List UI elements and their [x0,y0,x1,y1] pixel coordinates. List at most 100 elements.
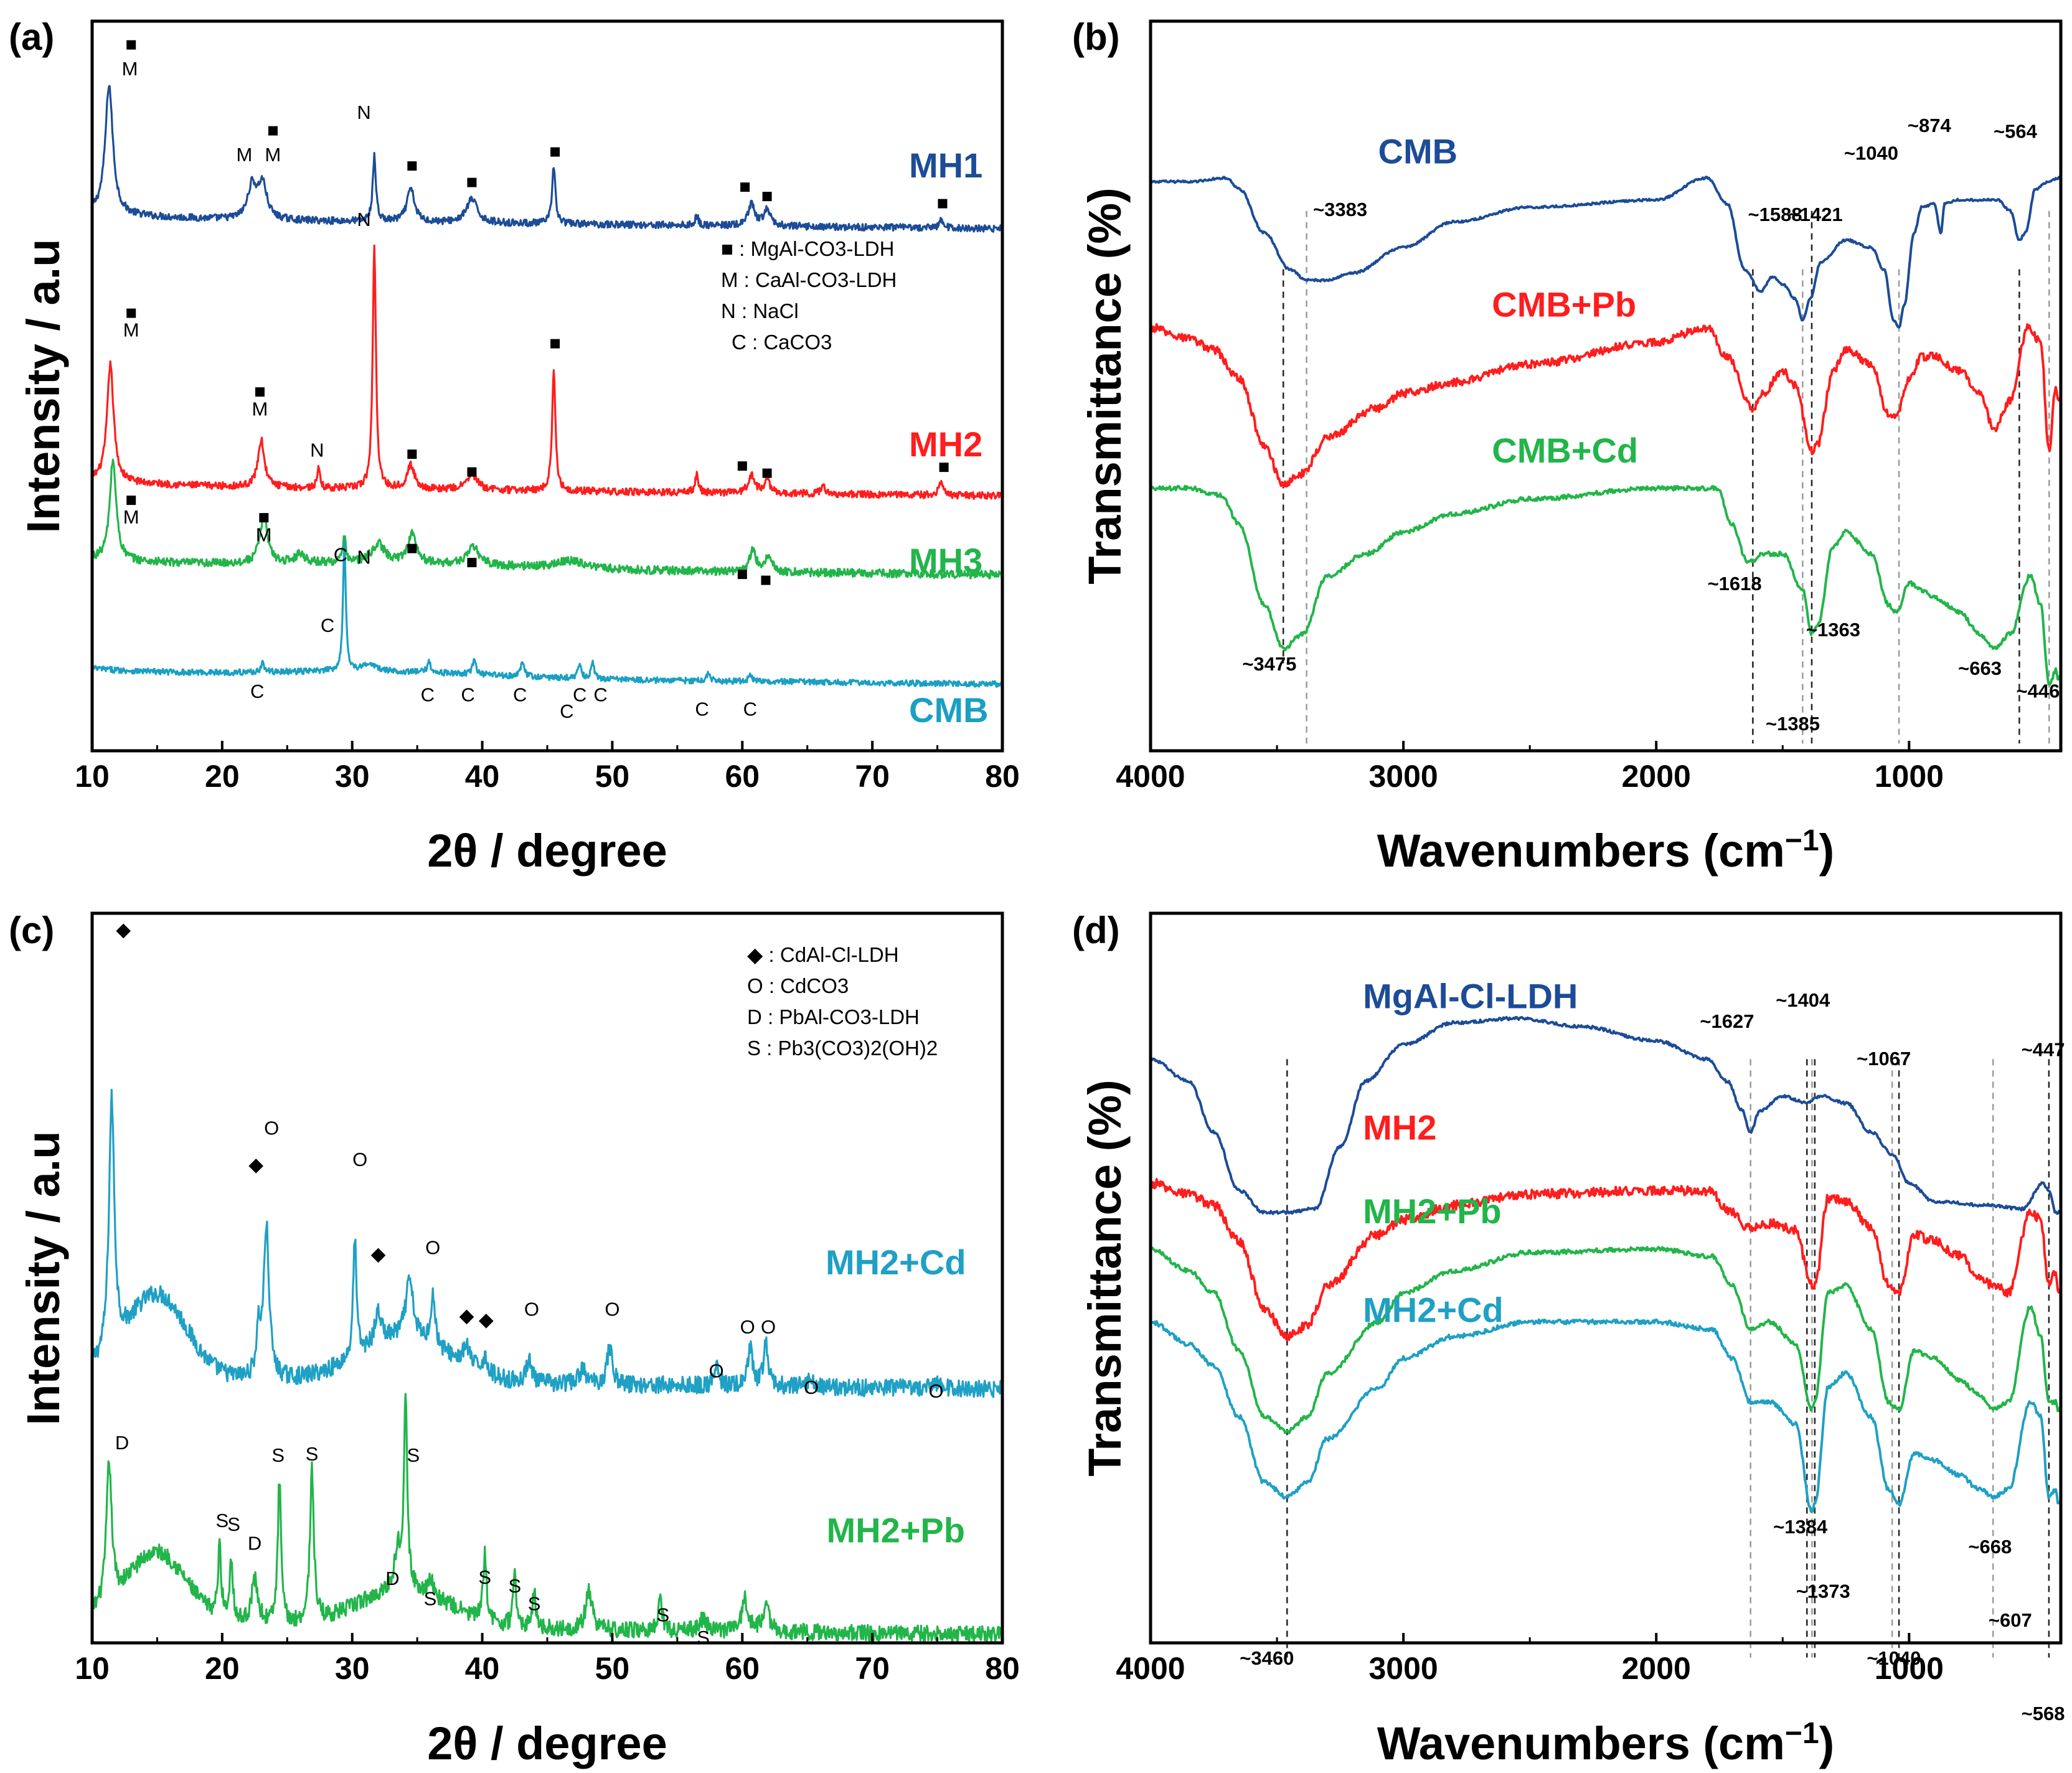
peak-annotation: ~1040 [1867,1647,1921,1669]
plot-frame [1149,911,2063,1645]
plot-frame [90,19,1004,753]
peak-annotation: ~1618 [1708,573,1762,595]
x-axis-title: Wavenumbers (cm−1) [1377,824,1835,877]
peak-annotation: ~1363 [1806,619,1860,641]
peak-annotation: ■ [761,461,773,483]
peak-annotation: S [657,1604,670,1626]
peak-annotation: S [227,1513,240,1535]
peak-annotation: S [271,1444,285,1466]
peak-annotation: ◆ [479,1309,494,1330]
x-axis-title: 2θ / degree [427,825,667,877]
peak-annotation: ~564 [1994,121,2038,143]
series-label-mh3: MH3 [909,541,982,580]
x-tick-label: 20 [205,759,240,794]
peak-annotation: D [115,1432,129,1454]
panel-label: (c) [9,910,54,951]
peak-annotation: S [508,1575,521,1597]
peak-annotation: ■ [739,176,751,197]
x-axis-title: 2θ / degree [427,1718,667,1769]
peak-annotation: ~3475 [1242,653,1296,675]
panel-label: (a) [9,16,54,58]
legend-entry-caco3: C : CaCO3 [732,331,832,354]
peak-annotation: N [310,439,324,461]
y-axis-title: Transmittance (%) [1079,187,1131,584]
peak-annotation: M [123,506,139,528]
x-tick-label: 40 [465,759,500,794]
peak-annotation: ■ [125,301,137,323]
panel-b-ftir: (b) ~3383 ~1588~1421 ~1040 ~874 ~564 ~1618 ~13… [1072,16,2063,877]
legend-entry-pbal-co3-ldh: D : PbAl-CO3-LDH [747,1005,920,1028]
peak-annotation: ~1421 [1789,204,1843,225]
legend-entry-cdal-cl-ldh: ◆ : CdAl-Cl-LDH [747,943,899,966]
peak-annotation: ~607 [1989,1609,2032,1631]
y-axis-title: Transmittance (%) [1079,1079,1131,1476]
peak-annotation: S [697,1627,710,1648]
peak-annotation: O [352,1149,367,1170]
x-tick-label: 30 [335,1651,370,1686]
series-line-mh2-pb [92,1393,1002,1643]
x-tick-label: 30 [335,759,370,794]
peak-annotation: ~3460 [1240,1647,1294,1669]
peak-annotation: M [265,144,281,166]
series-label-mgal-cl-ldh: MgAl-Cl-LDH [1363,976,1578,1015]
panel-label: (d) [1072,910,1120,951]
series-line-mh2-cd [1151,1318,2061,1513]
x-tick-label: 80 [985,759,1020,794]
series-line-mh2 [92,244,1002,501]
peak-annotation: S [216,1510,229,1531]
peak-annotation: ◆ [371,1243,386,1265]
peak-annotation: ~1373 [1796,1580,1850,1602]
peak-annotation: C [421,684,435,706]
peak-annotation: ~1384 [1773,1516,1828,1538]
series-line-cmb-pb [1151,322,2061,488]
peak-annotation: O [928,1380,943,1402]
peak-annotation: M [256,524,272,546]
peak-annotation: ~1040 [1844,143,1898,164]
peak-annotation: O [264,1117,279,1139]
peak-annotation: ~3383 [1313,199,1367,220]
legend-entry-mgal-co3-ldh: ■ : MgAl-CO3-LDH [721,237,894,260]
x-tick-label: 60 [725,1651,760,1686]
series-label-mh2-cd: MH2+Cd [826,1243,966,1282]
peak-annotation: S [424,1587,437,1609]
peak-annotation: C [513,684,527,706]
series-line-mh2-cd [92,1088,1002,1398]
legend: ◆ : CdAl-Cl-LDH O : CdCO3 D : PbAl-CO3-L… [747,943,938,1060]
peak-annotation: C [695,698,709,720]
series-label-mh2-pb: MH2+Pb [1363,1192,1502,1231]
series-label-mh2: MH2 [909,425,982,464]
x-tick-label: 70 [855,759,890,794]
peak-annotation: ~568 [2022,1703,2065,1724]
peak-annotation: ■ [760,568,772,590]
peak-annotation: ◆ [116,918,131,940]
peak-annotation: ◆ [459,1305,474,1327]
x-tick-label: 1000 [1875,1651,1944,1686]
peak-annotation: ■ [466,171,478,192]
peak-annotation: ■ [406,537,418,558]
peak-annotation: ■ [406,154,418,176]
peak-annotation: C [250,680,264,702]
peak-annotation: S [407,1444,420,1466]
legend: ■ : MgAl-CO3-LDH M : CaAl-CO3-LDH N : Na… [721,237,897,354]
series-label-mh2-pb: MH2+Pb [826,1510,965,1550]
peak-annotation: O [804,1376,819,1398]
x-tick-label: 2000 [1622,759,1691,794]
peak-annotation: O [740,1316,755,1338]
peak-annotation: O [425,1237,440,1259]
x-tick-label: 70 [855,1651,890,1686]
x-tick-label: 60 [725,759,760,794]
peak-annotation: S [478,1566,491,1588]
y-axis-title: Intensity / a.u [17,239,69,534]
peak-annotation: D [385,1568,399,1589]
peak-annotation: ■ [258,506,270,528]
peak-annotation: ~1627 [1700,1010,1754,1032]
peak-annotation: ~1588 [1748,204,1802,225]
peak-annotation: C [743,698,757,720]
x-tick-label: 1000 [1875,759,1944,794]
series-line-cmb [92,540,1002,688]
peak-annotation: ~663 [1958,657,2002,679]
peak-annotation: M [123,319,139,341]
panel-label: (b) [1072,16,1120,58]
